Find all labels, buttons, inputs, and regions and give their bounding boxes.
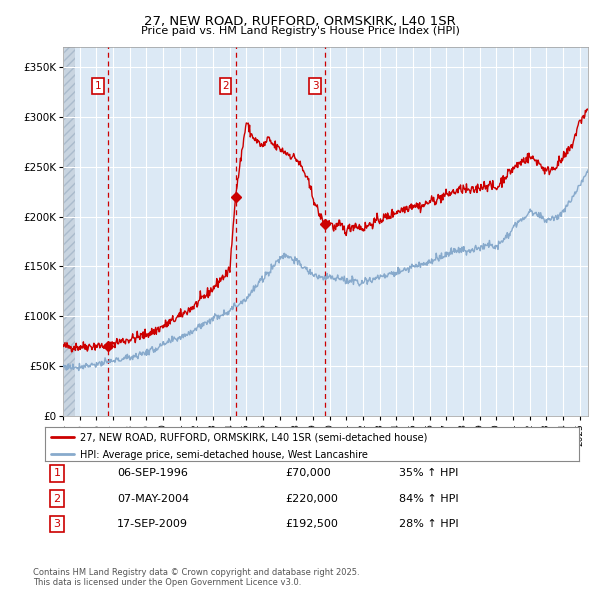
Text: 28% ↑ HPI: 28% ↑ HPI (399, 519, 458, 529)
Text: 3: 3 (53, 519, 61, 529)
Text: Contains HM Land Registry data © Crown copyright and database right 2025.
This d: Contains HM Land Registry data © Crown c… (33, 568, 359, 587)
Text: 07-MAY-2004: 07-MAY-2004 (117, 494, 189, 503)
Text: 1: 1 (95, 81, 101, 91)
Text: 1: 1 (53, 468, 61, 478)
Text: £70,000: £70,000 (285, 468, 331, 478)
Text: 17-SEP-2009: 17-SEP-2009 (117, 519, 188, 529)
Bar (63, 47, 74, 416)
Text: 06-SEP-1996: 06-SEP-1996 (117, 468, 188, 478)
Text: 27, NEW ROAD, RUFFORD, ORMSKIRK, L40 1SR (semi-detached house): 27, NEW ROAD, RUFFORD, ORMSKIRK, L40 1SR… (80, 432, 427, 442)
Text: 35% ↑ HPI: 35% ↑ HPI (399, 468, 458, 478)
Text: 3: 3 (311, 81, 319, 91)
Text: 2: 2 (222, 81, 229, 91)
Text: 2: 2 (53, 494, 61, 503)
Text: 27, NEW ROAD, RUFFORD, ORMSKIRK, L40 1SR: 27, NEW ROAD, RUFFORD, ORMSKIRK, L40 1SR (144, 15, 456, 28)
Text: HPI: Average price, semi-detached house, West Lancashire: HPI: Average price, semi-detached house,… (80, 450, 368, 460)
Text: £192,500: £192,500 (285, 519, 338, 529)
Text: 84% ↑ HPI: 84% ↑ HPI (399, 494, 458, 503)
Text: Price paid vs. HM Land Registry's House Price Index (HPI): Price paid vs. HM Land Registry's House … (140, 26, 460, 36)
Text: £220,000: £220,000 (285, 494, 338, 503)
